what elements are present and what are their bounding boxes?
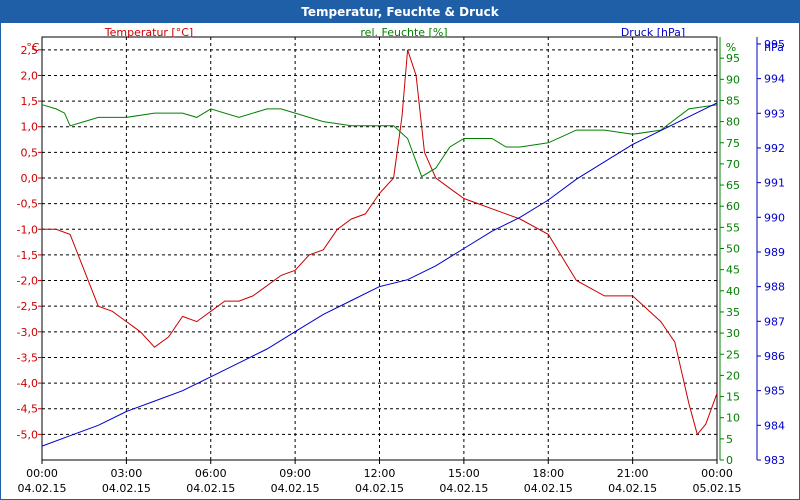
temperature-tick-label: -4,5 (17, 403, 38, 416)
temperature-tick-label: 0,5 (21, 146, 39, 159)
humidity-tick-label: 45 (726, 264, 740, 277)
humidity-tick-label: 60 (726, 200, 740, 213)
pressure-tick-label: 991 (764, 177, 785, 190)
temperature-axis-title: Temperatur [°C] (104, 26, 193, 39)
temperature-tick-label: -3,0 (17, 326, 38, 339)
humidity-axis-title: rel. Feuchte [%] (360, 26, 447, 39)
x-tick-date-label: 05.02.15 (693, 482, 742, 495)
x-tick-time-label: 00:00 (701, 467, 733, 480)
temperature-tick-label: -5,0 (17, 428, 38, 441)
series (41, 49, 718, 447)
humidity-tick-label: 30 (726, 327, 740, 340)
x-tick-time-label: 18:00 (532, 467, 564, 480)
humidity-tick-label: 20 (726, 369, 740, 382)
temperature-tick-label: -4,0 (17, 377, 38, 390)
pressure-tick-label: 987 (764, 315, 785, 328)
pressure-tick-label: 994 (764, 73, 785, 86)
pressure-tick-label: 984 (764, 419, 785, 432)
humidity-tick-label: 40 (726, 285, 740, 298)
temperature-tick-label: 2,0 (21, 69, 39, 82)
humidity-tick-label: 50 (726, 243, 740, 256)
pressure-tick-label: 990 (764, 211, 785, 224)
x-tick-time-label: 00:00 (26, 467, 58, 480)
grid (42, 37, 717, 460)
temperature-tick-label: -2,5 (17, 300, 38, 313)
humidity-tick-label: 25 (726, 348, 740, 361)
x-tick-date-label: 04.02.15 (18, 482, 67, 495)
x-tick-time-label: 09:00 (279, 467, 311, 480)
humidity-tick-label: 0 (726, 454, 733, 467)
temperature-tick-label: 1,5 (21, 95, 39, 108)
humidity-series-line (41, 104, 718, 178)
axis-labels: 00:00 04.02.15 03:00 04.02.15 06:00 04.02.15 0… (17, 26, 785, 495)
pressure-tick-label: 983 (764, 454, 785, 467)
humidity-tick-label: 75 (726, 137, 740, 150)
pressure-tick-label: 993 (764, 107, 785, 120)
temperature-tick-label: -0,5 (17, 198, 38, 211)
x-tick-date-label: 04.02.15 (439, 482, 488, 495)
temperature-tick-label: -2,0 (17, 275, 38, 288)
temperature-tick-label: 2,5 (21, 44, 39, 57)
temperature-series-line (42, 49, 718, 436)
temperature-unit-label: °C (26, 41, 40, 54)
humidity-tick-label: 70 (726, 158, 740, 171)
x-tick-time-label: 06:00 (195, 467, 227, 480)
pressure-axis-title: Druck [hPa] (621, 26, 685, 39)
pressure-series-line (41, 102, 718, 447)
temperature-tick-label: -1,0 (17, 223, 38, 236)
temperature-tick-label: 0,0 (21, 172, 39, 185)
x-tick-date-label: 04.02.15 (608, 482, 657, 495)
pressure-unit-label: hPa (764, 41, 784, 54)
chart-canvas: 00:00 04.02.15 03:00 04.02.15 06:00 04.02.15 0… (17, 26, 785, 495)
humidity-tick-label: 55 (726, 221, 740, 234)
humidity-tick-label: 65 (726, 179, 740, 192)
humidity-tick-label: 95 (726, 52, 740, 65)
humidity-tick-label: 10 (726, 412, 740, 425)
pressure-tick-label: 992 (764, 142, 785, 155)
x-tick-date-label: 04.02.15 (524, 482, 573, 495)
pressure-tick-label: 986 (764, 350, 785, 363)
humidity-tick-label: 85 (726, 94, 740, 107)
x-tick-date-label: 04.02.15 (186, 482, 235, 495)
humidity-tick-label: 90 (726, 73, 740, 86)
x-tick-date-label: 04.02.15 (355, 482, 404, 495)
temperature-tick-label: -3,5 (17, 351, 38, 364)
x-tick-date-label: 04.02.15 (102, 482, 151, 495)
humidity-tick-label: 80 (726, 116, 740, 129)
humidity-tick-label: 35 (726, 306, 740, 319)
x-tick-time-label: 15:00 (448, 467, 480, 480)
temperature-tick-label: 1,0 (21, 121, 39, 134)
pressure-tick-label: 985 (764, 385, 785, 398)
pressure-tick-label: 988 (764, 281, 785, 294)
temperature-tick-label: -1,5 (17, 249, 38, 262)
pressure-tick-label: 995 (764, 38, 785, 51)
pressure-tick-label: 989 (764, 246, 785, 259)
humidity-tick-label: 5 (726, 433, 733, 446)
window-title: Temperatur, Feuchte & Druck (1, 1, 799, 23)
x-tick-date-label: 04.02.15 (271, 482, 320, 495)
axes (38, 36, 761, 464)
humidity-unit-label: % (726, 41, 736, 54)
x-tick-time-label: 03:00 (111, 467, 143, 480)
humidity-tick-label: 15 (726, 391, 740, 404)
x-tick-time-label: 12:00 (364, 467, 396, 480)
x-tick-time-label: 21:00 (617, 467, 649, 480)
